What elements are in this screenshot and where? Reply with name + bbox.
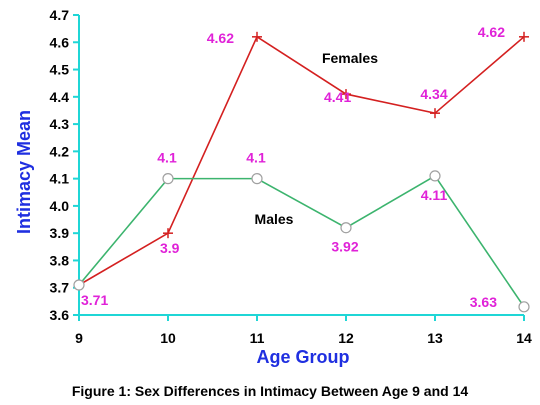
series-name-label: Females xyxy=(322,50,378,66)
y-tick-label: 3.7 xyxy=(50,280,70,296)
y-tick-label: 4.6 xyxy=(50,34,70,50)
axes: 3.6 3.7 3.8 3.9 4.0 4.1 4.2 4.3 4.4 4.5 4.6 4.7 9 10 1… xyxy=(50,7,532,346)
data-label: 4.62 xyxy=(207,30,234,46)
series-layer xyxy=(73,31,530,313)
point-males xyxy=(518,301,530,313)
data-label: 4.11 xyxy=(421,187,448,203)
y-tick-label: 3.8 xyxy=(50,252,70,268)
data-labels: 3.71 3.9 4.62 4.41 4.34 4.62 Females 4.1 4.1 3.92… xyxy=(81,24,505,310)
point-females xyxy=(163,228,173,239)
x-tick-label: 9 xyxy=(75,330,83,346)
data-label: 3.71 xyxy=(81,292,108,308)
data-label: 4.1 xyxy=(157,150,177,166)
data-label: 3.9 xyxy=(160,240,180,256)
series-line-males xyxy=(78,174,525,308)
y-tick-label: 3.9 xyxy=(50,225,70,241)
y-tick-label: 4.5 xyxy=(50,62,70,78)
point-females xyxy=(341,89,351,100)
x-axis-title: Age Group xyxy=(257,347,350,367)
x-tick-label: 14 xyxy=(516,330,532,346)
data-label: 3.92 xyxy=(331,239,358,255)
y-tick-label: 4.2 xyxy=(50,143,70,159)
y-axis-title: Intimacy Mean xyxy=(14,110,34,234)
y-tick-label: 4.3 xyxy=(50,116,70,132)
y-tick-label: 4.7 xyxy=(50,7,70,23)
x-tick-label: 13 xyxy=(427,330,443,346)
point-males xyxy=(162,173,174,185)
point-females xyxy=(430,108,440,119)
data-label: 4.34 xyxy=(420,86,447,102)
point-females xyxy=(519,31,529,42)
data-label: 4.41 xyxy=(324,89,351,105)
y-tick-label: 4.1 xyxy=(50,171,70,187)
x-tick-label: 12 xyxy=(338,330,354,346)
point-males xyxy=(251,173,263,185)
point-males xyxy=(340,222,352,234)
x-tick-label: 10 xyxy=(160,330,176,346)
y-tick-label: 4.4 xyxy=(50,89,70,105)
point-males xyxy=(429,170,441,182)
data-label: 4.1 xyxy=(246,150,266,166)
y-tick-label: 3.6 xyxy=(50,307,70,323)
point-males xyxy=(73,279,85,291)
series-name-label: Males xyxy=(255,211,294,227)
y-tick-label: 4.0 xyxy=(50,198,70,214)
x-tick-label: 11 xyxy=(250,330,265,346)
figure-caption: Figure 1: Sex Differences in Intimacy Be… xyxy=(72,383,468,399)
series-line-females xyxy=(78,35,525,286)
data-label: 3.63 xyxy=(470,294,497,310)
data-label: 4.62 xyxy=(478,24,505,40)
point-females xyxy=(252,31,262,42)
